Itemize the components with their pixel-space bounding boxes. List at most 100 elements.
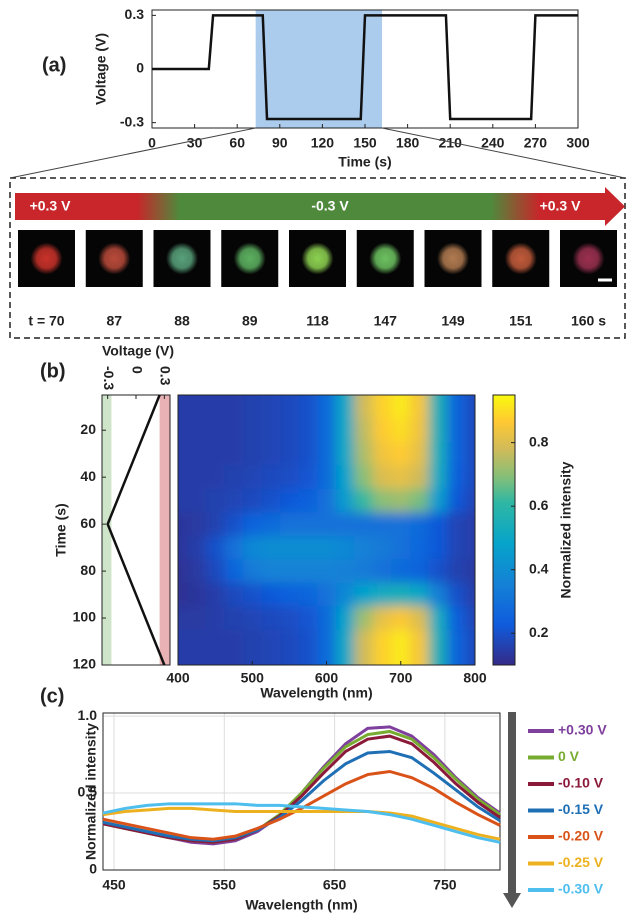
frame-time: 89	[242, 313, 258, 329]
heatmap-cell	[224, 512, 244, 537]
heatmap-cell	[354, 512, 374, 537]
frame-time: 160 s	[571, 313, 606, 329]
x-tick-label: 400	[166, 670, 190, 686]
heatmap-cell	[280, 535, 300, 560]
x-tick-label: 270	[524, 135, 548, 151]
zoom-box	[9, 177, 626, 339]
frames	[18, 230, 617, 287]
x-tick-label: 800	[463, 670, 487, 686]
heatmap-cell	[354, 606, 374, 631]
x-tick-label: 300	[566, 135, 590, 151]
heatmap-cell	[391, 582, 411, 607]
x-axis-label: Time (s)	[338, 154, 391, 170]
x-tick-label: 450	[102, 877, 126, 893]
heatmap-cell	[187, 653, 207, 665]
particle	[437, 242, 469, 275]
heatmap-cell	[428, 465, 448, 490]
heatmap-cell	[354, 441, 374, 466]
heatmap-cell	[410, 441, 430, 466]
heatmap-cell	[280, 582, 300, 607]
heatmap-cell	[178, 441, 188, 466]
heatmap-cell	[261, 488, 281, 513]
heatmap-cell	[465, 606, 475, 631]
heatmap-cell	[391, 512, 411, 537]
legend-label: -0.25 V	[558, 854, 604, 870]
heatmap-cell	[242, 488, 263, 513]
heatmap-cell	[391, 418, 411, 443]
voltage-trend-arrow	[503, 712, 521, 908]
spectrum-line	[102, 802, 501, 844]
y-tick-label: 0	[136, 60, 144, 76]
heatmap-cell	[428, 582, 448, 607]
colorbar-tick-label: 0.2	[529, 624, 549, 640]
heatmap-cell	[465, 512, 475, 537]
heatmap-cell	[187, 559, 207, 584]
heatmap-cell	[428, 559, 448, 584]
x-tick-label: 90	[272, 135, 288, 151]
heatmap-cell	[280, 395, 300, 419]
legend-label: 0 V	[558, 748, 580, 764]
heatmap-cell	[428, 512, 448, 537]
heatmap-cell	[335, 512, 355, 537]
heatmap-cell	[465, 441, 475, 466]
x-tick-label: -0.3	[101, 366, 117, 390]
heatmap-cell	[224, 465, 244, 490]
voltage-band	[102, 395, 112, 665]
heatmap-cell	[372, 418, 392, 443]
heatmap-cell	[317, 535, 337, 560]
heatmap-cell	[298, 559, 318, 584]
heatmap-cell	[410, 582, 430, 607]
x-tick-label: 0.3	[158, 366, 174, 386]
y-axis-label: Time (s)	[53, 503, 69, 556]
legend-label: -0.30 V	[558, 881, 604, 897]
x-axis-label: Voltage (V)	[102, 343, 174, 359]
segment-label: -0.3 V	[311, 198, 349, 214]
heatmap-cell	[447, 535, 467, 560]
heatmap-cell	[298, 629, 318, 654]
heatmap-cell	[354, 629, 374, 654]
heatmap-cell	[298, 535, 318, 560]
heatmap-cell	[187, 629, 207, 654]
heatmap-cell	[298, 606, 318, 631]
heatmap-cell	[178, 395, 188, 419]
heatmap-cell	[410, 395, 430, 419]
x-tick-label: 150	[353, 135, 377, 151]
y-tick-label: 40	[80, 468, 96, 484]
heatmap-cell	[261, 418, 281, 443]
heatmap-cell	[465, 535, 475, 560]
y-tick-label: 0.3	[125, 6, 145, 22]
y-tick-label: 0.5	[78, 784, 98, 800]
heatmap-cell	[391, 441, 411, 466]
heatmap-cell	[447, 653, 467, 665]
heatmap-cell	[317, 395, 337, 419]
y-tick-label: 1.0	[78, 707, 98, 723]
legend-label: -0.10 V	[558, 775, 604, 791]
heatmap-cell	[317, 606, 337, 631]
heatmap-cell	[317, 441, 337, 466]
plot-frame	[102, 712, 501, 871]
heatmap-cell	[372, 488, 392, 513]
heatmap-cell	[187, 465, 207, 490]
heatmap-cell	[447, 441, 467, 466]
heatmap-cell	[224, 559, 244, 584]
heatmap-cell	[317, 418, 337, 443]
heatmap-cell	[465, 629, 475, 654]
heatmap-cell	[335, 535, 355, 560]
heatmap-cell	[280, 629, 300, 654]
heatmap-cell	[242, 395, 263, 419]
particle	[233, 242, 266, 275]
heatmap-cell	[354, 418, 374, 443]
frame-time: 88	[174, 313, 190, 329]
spectrum-line	[102, 769, 501, 841]
heatmap-cell	[465, 488, 475, 513]
heatmap-cell	[187, 441, 207, 466]
heatmap-cell	[428, 418, 448, 443]
heatmap-clip	[178, 395, 475, 665]
colorbar-tick-label: 0.6	[529, 497, 549, 513]
heatmap-cell	[428, 606, 448, 631]
zoom-line	[9, 127, 256, 179]
voltage-band	[159, 395, 170, 665]
heatmap-cell	[410, 535, 430, 560]
heatmap-cell	[335, 559, 355, 584]
heatmap-cell	[242, 582, 263, 607]
